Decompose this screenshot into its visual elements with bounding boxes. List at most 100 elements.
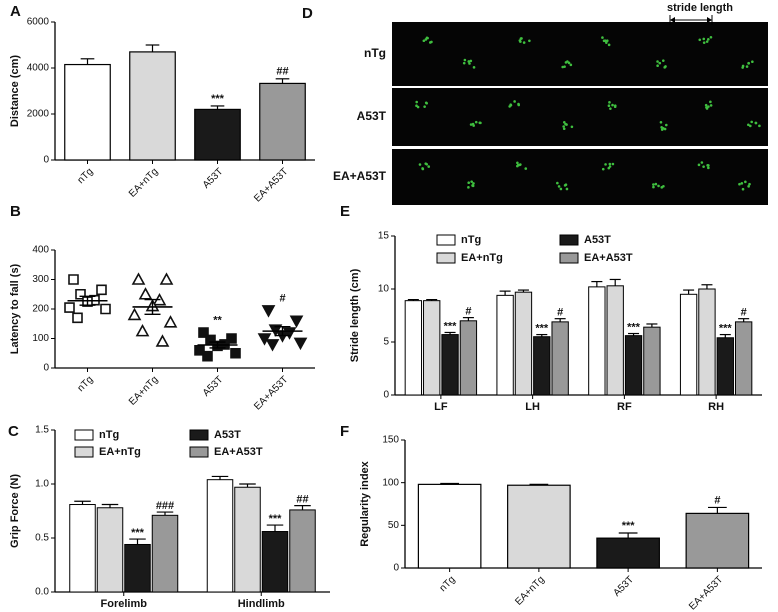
footprint-strip [392, 22, 768, 86]
footprint [467, 186, 470, 189]
footprint [428, 41, 432, 44]
row-label: nTg [364, 46, 386, 60]
point [127, 307, 142, 321]
bar [234, 486, 261, 593]
footprint [520, 37, 523, 40]
significance: ## [296, 494, 308, 506]
y-tick-label: 4000 [27, 63, 50, 74]
error-bar [101, 503, 119, 508]
legend-swatch [74, 429, 94, 441]
bar [679, 293, 698, 396]
significance: ** [213, 315, 222, 327]
footprint [709, 104, 713, 107]
footprint [606, 39, 609, 43]
footprint [569, 63, 573, 67]
point [163, 315, 178, 328]
point [155, 334, 170, 347]
footprint [421, 167, 425, 171]
footprint [557, 185, 561, 188]
y-tick-label: 100 [32, 333, 49, 344]
significance: *** [622, 520, 636, 532]
footprint [522, 41, 526, 44]
x-tick-label: LH [525, 401, 540, 413]
footprint [607, 166, 611, 170]
bar [606, 285, 624, 396]
point [159, 272, 174, 285]
footprint [704, 103, 708, 107]
footprint [659, 121, 663, 124]
footprint [422, 39, 426, 43]
error-bar [462, 317, 474, 321]
y-tick-label: 0.5 [35, 533, 49, 544]
x-tick-label: nTg [76, 166, 96, 186]
y-axis-label: Grip Force (N) [9, 474, 21, 548]
error-bar [499, 290, 511, 296]
y-axis-label: Latency to fall (s) [9, 263, 21, 354]
footprint [516, 164, 519, 168]
y-tick-label: 50 [388, 520, 400, 531]
footprint [700, 161, 704, 164]
significance: # [465, 306, 471, 318]
bar [716, 337, 734, 396]
error-bar [646, 323, 658, 328]
x-tick-label: RF [617, 401, 632, 413]
panel-letter: C [8, 423, 19, 440]
error-bar [719, 333, 731, 338]
footprint [698, 38, 702, 42]
y-tick-label: 0 [393, 563, 399, 574]
footprint [741, 64, 745, 68]
bar [151, 514, 179, 593]
error-bar [274, 326, 291, 337]
point [230, 347, 241, 359]
error-bar [156, 511, 174, 516]
legend-swatch [559, 252, 579, 264]
error-bar [591, 280, 603, 287]
x-tick-label: Forelimb [101, 598, 148, 610]
footprint [709, 100, 712, 104]
significance: ### [156, 500, 174, 512]
y-tick-label: 15 [378, 231, 390, 242]
y-tick-label: 5 [383, 337, 389, 348]
footprint [562, 120, 566, 124]
bar [596, 537, 660, 569]
row-label: A53T [357, 109, 387, 123]
bar [423, 300, 441, 396]
x-tick-label: EA+A53T [687, 574, 725, 612]
legend-label: nTg [99, 429, 119, 441]
footprint [603, 39, 607, 43]
bar [124, 543, 151, 593]
bar [698, 288, 716, 396]
error-bar [609, 278, 621, 286]
panel-letter: B [10, 203, 21, 220]
footprint [707, 38, 710, 41]
legend-swatch [559, 234, 579, 246]
legend-label: nTg [461, 234, 481, 246]
significance: *** [269, 513, 283, 525]
y-axis-label: Stride length (cm) [349, 268, 361, 362]
footprint [662, 59, 665, 62]
footprint [748, 182, 751, 186]
bar [496, 294, 514, 396]
footprint [423, 105, 426, 108]
footprint [751, 60, 754, 64]
significance: # [557, 307, 563, 319]
bar [685, 512, 750, 569]
error-bar [294, 505, 311, 510]
footprint [652, 183, 655, 186]
significance: *** [535, 322, 549, 334]
footprint [707, 166, 710, 170]
footprint [656, 60, 659, 63]
footprint [608, 101, 611, 104]
significance: # [279, 292, 285, 304]
y-tick-label: 1.0 [35, 479, 49, 490]
bar [551, 321, 569, 396]
footprint [471, 122, 475, 126]
footprint [741, 187, 745, 191]
error-bar [144, 298, 161, 316]
bar [514, 291, 533, 396]
bar [261, 531, 289, 593]
legend-label: A53T [584, 234, 611, 246]
error-bar [74, 500, 91, 505]
footprint [564, 183, 568, 186]
